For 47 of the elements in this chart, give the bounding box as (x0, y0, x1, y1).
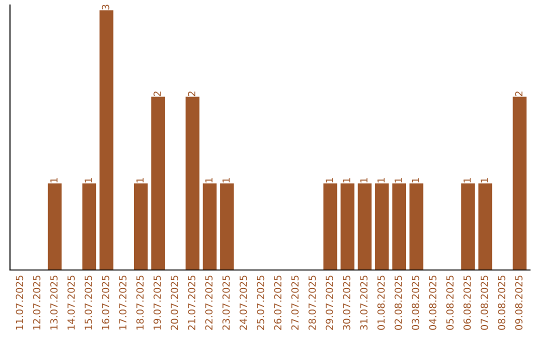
data-label: 1 (394, 178, 402, 182)
x-tick-label: 08.08.2025 (498, 276, 506, 330)
x-tick-label: 11.07.2025 (16, 276, 24, 330)
x-tick-label: 03.08.2025 (412, 276, 420, 330)
x-tick-label: 29.07.2025 (326, 276, 334, 330)
x-tick-label: 30.07.2025 (342, 276, 350, 330)
data-label: 1 (343, 178, 350, 182)
x-tick-label: 25.07.2025 (256, 276, 264, 330)
x-tick-label: 06.08.2025 (463, 276, 471, 330)
x-tick-label: 22.07.2025 (205, 276, 213, 330)
x-tick-label: 19.07.2025 (154, 276, 161, 330)
data-label: 1 (222, 178, 230, 182)
x-tick-label: 31.07.2025 (360, 276, 368, 330)
x-tick-label: 13.07.2025 (50, 276, 58, 330)
data-label: 1 (84, 178, 92, 182)
x-tick-label: 16.07.2025 (102, 276, 110, 330)
x-tick-label: 23.07.2025 (222, 276, 230, 330)
data-label: 1 (412, 178, 420, 182)
data-label: 1 (205, 178, 212, 182)
x-tick-label: 26.07.2025 (274, 276, 282, 330)
x-tick-label: 02.08.2025 (394, 276, 402, 330)
data-label: 2 (188, 92, 196, 96)
x-tick-label: 12.07.2025 (33, 276, 40, 330)
data-label: 1 (378, 178, 385, 182)
x-tick-label: 05.08.2025 (446, 276, 454, 330)
data-label: 1 (136, 178, 144, 182)
x-tick-label: 07.08.2025 (480, 276, 488, 330)
x-tick-label: 18.07.2025 (136, 276, 144, 330)
data-label: 3 (102, 4, 110, 10)
x-tick-label: 28.07.2025 (308, 276, 316, 330)
x-tick-label: 20.07.2025 (170, 276, 178, 330)
data-label: 2 (154, 92, 161, 96)
data-label: 1 (326, 178, 333, 182)
x-tick-label: 21.07.2025 (188, 276, 196, 330)
data-label: 1 (464, 178, 471, 182)
data-label: 1 (360, 178, 368, 182)
x-tick-label: 15.07.2025 (84, 276, 92, 330)
x-tick-label: 09.08.2025 (515, 276, 522, 330)
data-label: 1 (480, 178, 488, 182)
x-tick-label: 04.08.2025 (429, 276, 436, 330)
x-tick-label: 17.07.2025 (119, 276, 126, 330)
x-tick-label: 01.08.2025 (377, 276, 385, 330)
x-tick-label: 14.07.2025 (67, 276, 75, 330)
data-label: 1 (50, 178, 58, 182)
data-label: 2 (515, 92, 522, 96)
x-tick-label: 27.07.2025 (291, 276, 299, 330)
x-tick-label: 24.07.2025 (240, 276, 247, 330)
